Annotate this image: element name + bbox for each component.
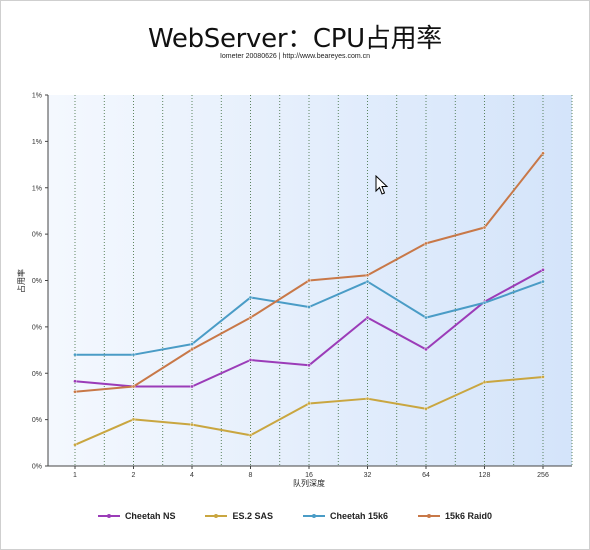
y-tick-label: 0% bbox=[32, 278, 42, 285]
data-point bbox=[307, 401, 311, 406]
data-point bbox=[541, 268, 545, 272]
legend-swatch bbox=[418, 510, 441, 522]
data-point bbox=[190, 422, 194, 427]
data-point bbox=[365, 396, 370, 401]
legend-label: Cheetah 15k6 bbox=[329, 511, 389, 521]
data-point bbox=[73, 379, 77, 384]
y-tick-label: 1% bbox=[32, 185, 42, 192]
data-point bbox=[424, 347, 428, 352]
data-point bbox=[190, 384, 194, 389]
data-point bbox=[131, 417, 136, 422]
chart-title: WebServer：CPU占用率 bbox=[147, 24, 442, 54]
data-point bbox=[482, 380, 487, 385]
data-point bbox=[541, 151, 545, 156]
data-point bbox=[541, 375, 545, 379]
data-point bbox=[365, 315, 370, 320]
data-point bbox=[248, 315, 253, 320]
y-tick-label: 0% bbox=[32, 417, 42, 424]
data-point bbox=[482, 225, 487, 230]
legend-label: Cheetah NS bbox=[124, 511, 176, 521]
x-tick-label-64: 64 bbox=[422, 472, 430, 479]
y-tick-label: 0% bbox=[32, 324, 42, 331]
y-axis-label: 占用率 bbox=[16, 269, 26, 293]
y-tick-label: 1% bbox=[32, 139, 42, 146]
data-point bbox=[307, 363, 311, 368]
data-point bbox=[73, 389, 77, 394]
data-point bbox=[424, 315, 428, 320]
data-point bbox=[307, 305, 311, 309]
data-point bbox=[307, 278, 311, 283]
legend-item: Cheetah 15k6 bbox=[302, 510, 389, 522]
chart-subtitle: Iometer 20080626 | http://www.beareyes.c… bbox=[219, 53, 371, 60]
legend-item: ES.2 SAS bbox=[205, 510, 273, 522]
x-tick-label-4: 4 bbox=[190, 472, 194, 479]
y-tick-label: 0% bbox=[32, 464, 42, 471]
data-point bbox=[190, 342, 194, 346]
x-tick-label-16: 16 bbox=[305, 472, 313, 479]
x-tick-label-256: 256 bbox=[537, 472, 549, 479]
legend-swatch bbox=[302, 510, 325, 522]
y-tick-label: 0% bbox=[32, 371, 42, 378]
legend-item: Cheetah NS bbox=[97, 510, 176, 522]
x-tick-label-2: 2 bbox=[132, 472, 136, 479]
data-point bbox=[365, 279, 370, 284]
data-point bbox=[365, 273, 370, 278]
legend-label: ES.2 SAS bbox=[232, 511, 273, 521]
x-tick-label-128: 128 bbox=[479, 472, 491, 479]
y-tick-label: 1% bbox=[32, 93, 42, 100]
data-point bbox=[131, 384, 136, 389]
x-axis-label: 队列深度 bbox=[293, 478, 325, 488]
data-point bbox=[73, 442, 77, 447]
data-point bbox=[73, 352, 77, 357]
data-point bbox=[190, 347, 194, 352]
data-point bbox=[131, 352, 136, 357]
x-tick-label-32: 32 bbox=[364, 472, 372, 479]
mouse-cursor-icon bbox=[375, 175, 389, 195]
data-point bbox=[424, 241, 428, 246]
y-tick-label: 0% bbox=[32, 232, 42, 239]
legend-item: 15k6 Raid0 bbox=[418, 510, 492, 522]
data-point bbox=[424, 406, 428, 411]
legend-swatch bbox=[205, 510, 228, 522]
data-point bbox=[248, 358, 253, 362]
x-tick-label-1: 1 bbox=[73, 472, 77, 479]
chart-legend: Cheetah NS ES.2 SAS Cheetah 15k6 15k6 Raid0 bbox=[0, 510, 590, 522]
x-tick-label-8: 8 bbox=[249, 472, 253, 479]
data-point bbox=[248, 433, 253, 438]
legend-label: 15k6 Raid0 bbox=[445, 511, 493, 521]
data-point bbox=[541, 279, 545, 284]
legend-swatch bbox=[97, 510, 120, 522]
data-point bbox=[248, 295, 253, 300]
data-point bbox=[482, 300, 487, 305]
